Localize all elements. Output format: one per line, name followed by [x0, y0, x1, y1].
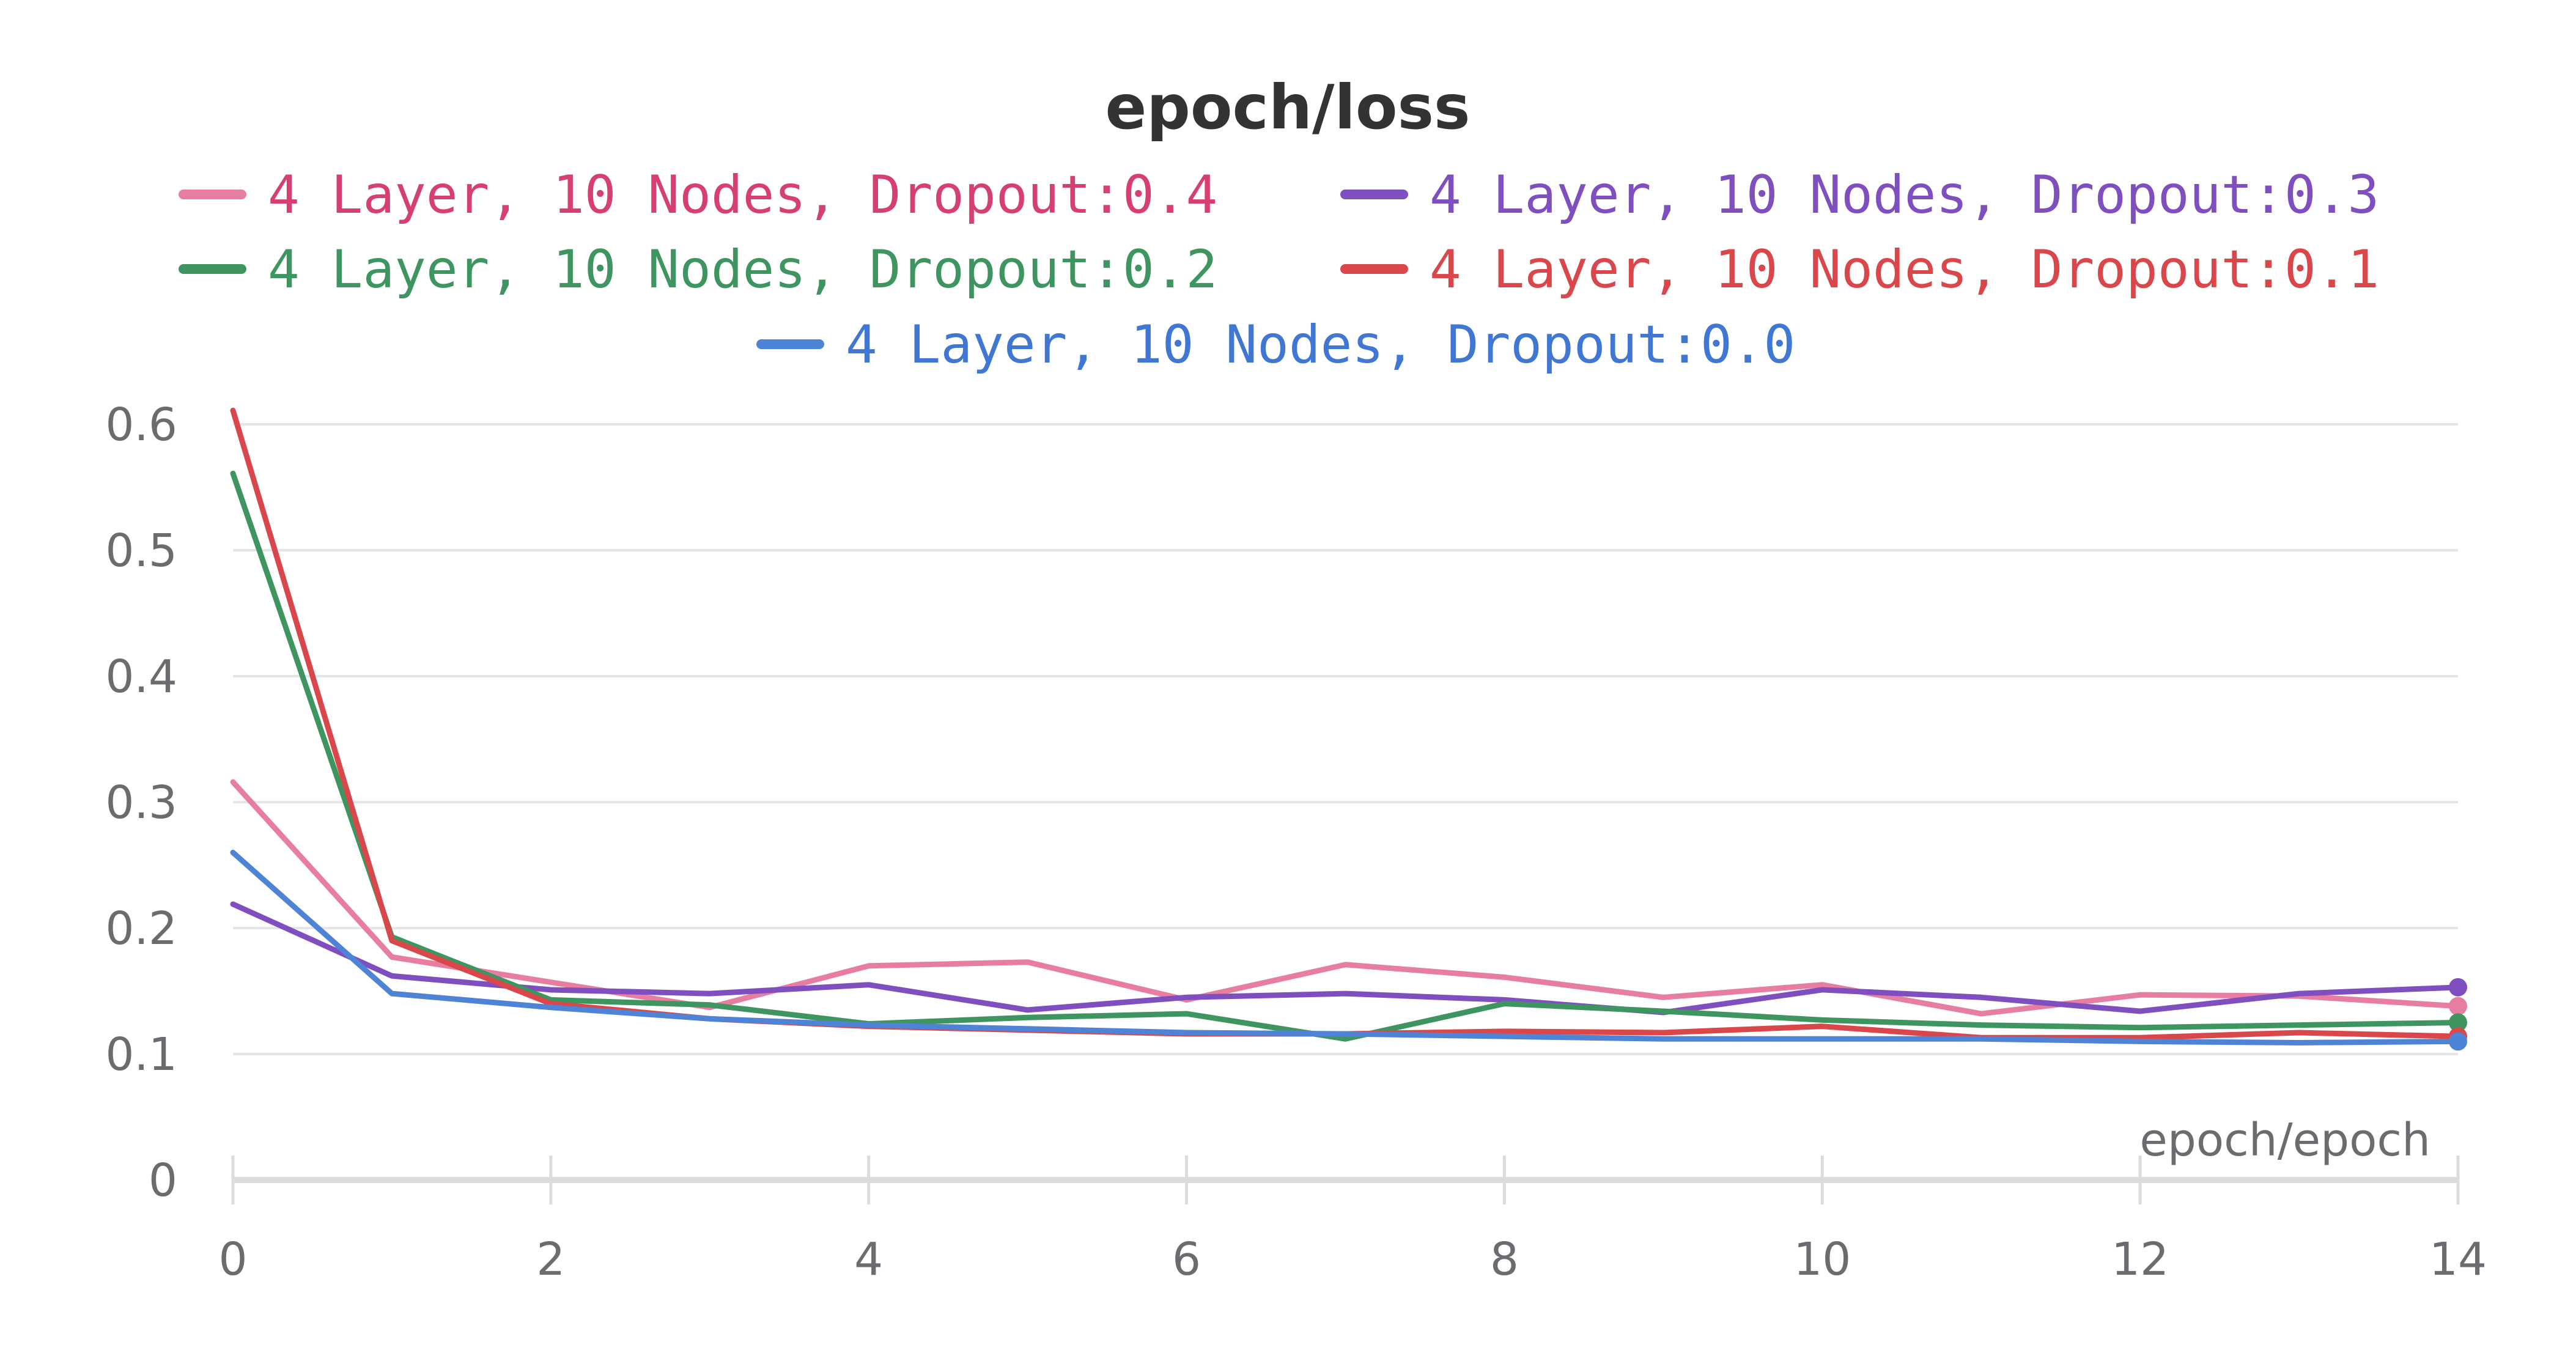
series-end-point: [2449, 997, 2467, 1016]
series-line: [230, 779, 2461, 1017]
x-tick-label: 6: [1172, 1233, 1201, 1286]
legend-item: 4 Layer, 10 Nodes, Dropout:0.2: [179, 239, 1217, 300]
legend-label: 4 Layer, 10 Nodes, Dropout:0.1: [1430, 239, 2379, 300]
x-axis: 0 2 4 6 8 10 12 14: [218, 1156, 2487, 1286]
legend-label: 4 Layer, 10 Nodes, Dropout:0.0: [846, 314, 1795, 375]
legend-label: 4 Layer, 10 Nodes, Dropout:0.3: [1430, 164, 2379, 226]
y-tick-label: 0.5: [105, 525, 177, 577]
y-tick-label: 0.3: [105, 776, 177, 829]
series-end-point: [2449, 1013, 2467, 1032]
series-end-point: [2449, 978, 2467, 997]
x-tick-label: 2: [536, 1233, 565, 1286]
x-tick-label: 4: [854, 1233, 883, 1286]
legend-label: 4 Layer, 10 Nodes, Dropout:0.4: [268, 164, 1217, 226]
x-tick-label: 10: [1793, 1233, 1851, 1286]
x-axis-title: epoch/epoch: [2139, 1114, 2430, 1167]
legend: 4 Layer, 10 Nodes, Dropout:0.4 4 Layer, 1…: [179, 164, 2379, 375]
x-tick-label: 14: [2429, 1233, 2487, 1286]
series-line: [230, 407, 2461, 1041]
legend-label: 4 Layer, 10 Nodes, Dropout:0.2: [268, 239, 1217, 300]
x-tick-label: 8: [1490, 1233, 1519, 1286]
legend-item: 4 Layer, 10 Nodes, Dropout:0.4: [179, 164, 1217, 226]
grid: [233, 423, 2458, 1055]
series-end-point: [2449, 1032, 2467, 1051]
x-tick-label: 0: [218, 1233, 247, 1286]
x-tick-label: 12: [2111, 1233, 2169, 1286]
series-line: [230, 901, 2461, 1016]
series-line: [230, 470, 2461, 1042]
y-tick-label: 0.4: [105, 651, 177, 703]
legend-item: 4 Layer, 10 Nodes, Dropout:0.3: [1340, 164, 2379, 226]
series-lines: [230, 407, 2461, 1045]
y-tick-label: 0.1: [105, 1028, 177, 1081]
legend-item: 4 Layer, 10 Nodes, Dropout:0.1: [1340, 239, 2379, 300]
y-tick-label: 0.2: [105, 902, 177, 955]
y-tick-label: 0: [149, 1154, 177, 1207]
legend-item: 4 Layer, 10 Nodes, Dropout:0.0: [756, 314, 1795, 375]
chart-title: epoch/loss: [1105, 72, 1470, 143]
y-axis-ticks: 0 0.1 0.2 0.3 0.4 0.5 0.6: [105, 399, 177, 1207]
end-markers: [2449, 978, 2467, 1051]
y-tick-label: 0.6: [105, 399, 177, 451]
series-line: [230, 849, 2461, 1045]
